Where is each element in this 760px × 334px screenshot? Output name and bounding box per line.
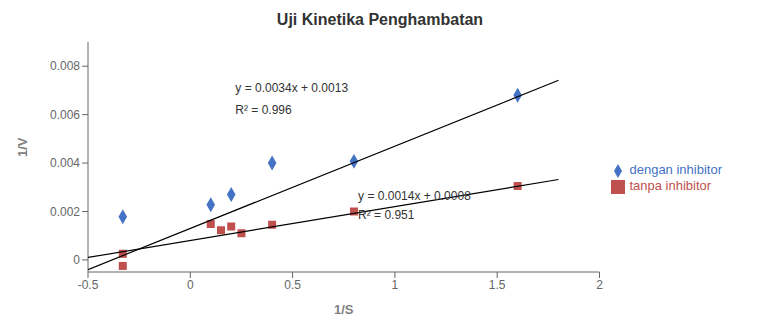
svg-text:0: 0: [73, 253, 80, 267]
html-text:Uji Kinetika Penghambatan: Uji Kinetika Penghambatan: [276, 11, 484, 28]
svg-text:R² = 0.996: R² = 0.996: [235, 103, 292, 117]
svg-text:0.002: 0.002: [50, 205, 80, 219]
svg-text:0.5: 0.5: [284, 278, 301, 292]
svg-text:y = 0.0034x + 0.0013: y = 0.0034x + 0.0013: [235, 81, 348, 95]
svg-text:y = 0.0014x + 0.0008: y = 0.0014x + 0.0008: [358, 189, 471, 203]
svg-text:2: 2: [596, 278, 603, 292]
svg-text:R² = 0.951: R² = 0.951: [358, 208, 415, 222]
svg-text:0: 0: [187, 278, 194, 292]
svg-text:1: 1: [392, 278, 399, 292]
html-text:dengan inhibitor: dengan inhibitor: [629, 162, 722, 178]
html-text:tanpa inhibitor: tanpa inhibitor: [629, 178, 712, 193]
svg-text:0.008: 0.008: [50, 59, 80, 73]
svg-text:0.004: 0.004: [50, 156, 80, 170]
svg-text:0.006: 0.006: [50, 108, 80, 122]
svg-text:1.5: 1.5: [489, 278, 506, 292]
svg-text:-0.5: -0.5: [78, 278, 99, 292]
svg-text:1/V: 1/V: [15, 137, 30, 157]
svg-text:1/S: 1/S: [334, 302, 354, 317]
